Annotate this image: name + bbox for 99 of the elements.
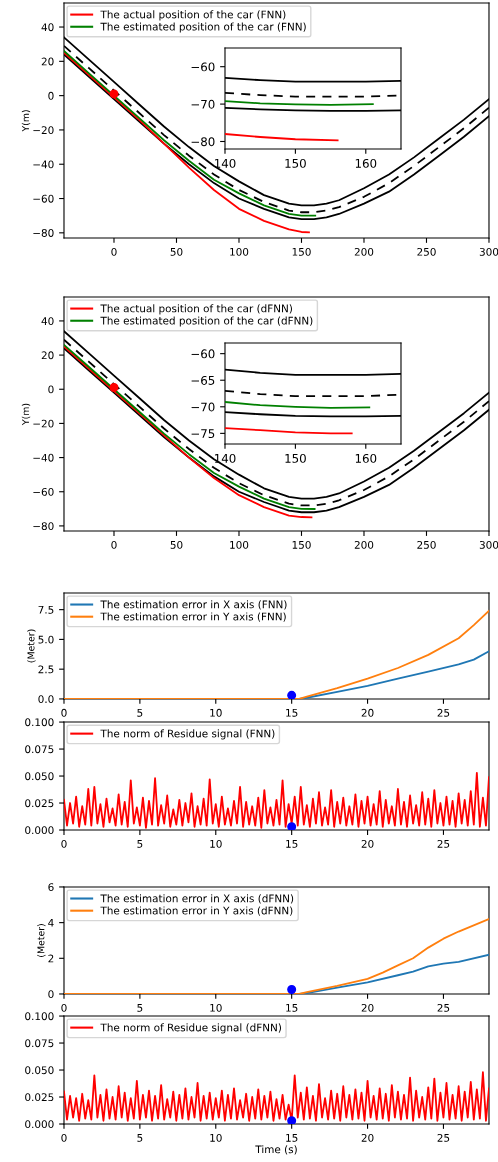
x-axis-title: Time (s) [255, 1145, 297, 1155]
x-tick-label: 25 [437, 1003, 450, 1012]
x-tick-label: 0 [61, 708, 67, 717]
y-tick-label: −65 [191, 375, 215, 385]
x-tick-label: 300 [479, 247, 498, 256]
y-tick-label: −80 [33, 522, 54, 531]
x-tick-label: 5 [137, 1004, 143, 1012]
y-tick-label: 0.075 [25, 745, 54, 754]
y-tick-label: 0.075 [25, 1039, 54, 1048]
x-tick-label: 50 [170, 540, 183, 549]
y-tick-label: 0 [48, 385, 54, 394]
x-tick-label: 140 [215, 158, 236, 168]
x-tick-label: 20 [361, 708, 374, 717]
x-tick-label: 15 [286, 1134, 298, 1142]
legend-label: The norm of Residue signal (FNN) [100, 729, 275, 740]
y-tick-label: −40 [33, 453, 54, 462]
legend-label: The estimated position of the car (dFNN) [100, 316, 313, 327]
x-tick-label: 5 [137, 840, 143, 848]
y-axis-title: (Meter) [27, 629, 36, 663]
x-tick-label: 10 [210, 1133, 222, 1142]
y-tick-label: −20 [33, 126, 54, 135]
x-tick-label: 10 [210, 1003, 222, 1012]
y-tick-label: 4 [48, 918, 54, 927]
y-tick-label: −60 [191, 349, 215, 359]
x-tick-label: 250 [417, 540, 436, 549]
legend-label: The estimation error in Y axis (FNN) [100, 612, 286, 622]
legend-label: The estimated position of the car (FNN) [100, 22, 306, 33]
y-tick-label: 2 [48, 954, 54, 963]
y-axis-title: Y(m) [21, 403, 31, 426]
x-tick-label: 0 [61, 1133, 67, 1142]
x-tick-label: 100 [230, 540, 249, 549]
y-tick-label: 0.000 [25, 1120, 54, 1129]
y-tick-label: 0.050 [25, 1066, 54, 1075]
x-tick-label: 15 [286, 840, 298, 848]
x-tick-label: 25 [437, 839, 450, 848]
x-tick-label: 100 [230, 247, 249, 256]
x-tick-label: 20 [361, 839, 374, 848]
x-tick-label: 20 [361, 1003, 374, 1012]
legend-label: The estimation error in X axis (FNN) [100, 600, 287, 610]
x-tick-label: 150 [285, 158, 306, 168]
y-tick-label: 0.025 [25, 799, 54, 808]
x-tick-label: 50 [170, 247, 183, 256]
x-tick-label: 250 [417, 247, 436, 256]
x-tick-label: 0 [61, 839, 67, 848]
y-tick-label: 5.0 [38, 635, 54, 644]
y-tick-label: −70 [191, 99, 215, 109]
y-tick-label: −60 [191, 62, 215, 72]
x-tick-label: 10 [210, 708, 222, 717]
x-tick-label: 5 [137, 1134, 143, 1142]
y-tick-label: 0.100 [25, 1012, 54, 1021]
legend-label: The actual position of the car (dFNN) [100, 304, 292, 315]
y-tick-label: 20 [41, 351, 54, 360]
y-tick-label: 6 [48, 883, 54, 892]
x-tick-label: 200 [354, 247, 374, 256]
x-tick-label: 160 [355, 453, 377, 463]
x-tick-label: 0 [111, 540, 117, 549]
x-tick-label: 15 [286, 708, 298, 717]
y-tick-label: −60 [33, 194, 54, 203]
y-tick-label: −75 [191, 429, 215, 439]
y-tick-label: −60 [33, 487, 54, 496]
y-tick-label: 2.5 [38, 665, 54, 674]
x-tick-label: 10 [210, 839, 222, 848]
x-tick-label: 5 [137, 708, 143, 717]
y-tick-label: 0 [48, 990, 54, 999]
x-tick-label: 160 [355, 158, 377, 168]
x-tick-label: 25 [437, 1133, 450, 1142]
y-tick-label: −70 [191, 402, 215, 412]
y-axis-title: (Meter) [37, 924, 46, 957]
legend-label: The estimation error in X axis (dFNN) [100, 894, 294, 904]
y-tick-label: 0.100 [25, 718, 54, 727]
y-tick-label: −80 [33, 229, 54, 237]
legend-label: The actual position of the car (FNN) [100, 10, 286, 21]
line-series [225, 133, 339, 142]
y-tick-label: 0.025 [25, 1093, 54, 1102]
x-tick-label: 200 [354, 540, 374, 549]
legend-label: The norm of Residue signal (dFNN) [100, 1023, 281, 1034]
y-axis-title: Y(m) [21, 110, 31, 132]
y-tick-label: 40 [41, 23, 54, 32]
x-tick-label: 0 [61, 1003, 67, 1012]
y-tick-label: −80 [191, 137, 215, 147]
x-tick-label: 20 [361, 1133, 374, 1142]
y-tick-label: 0.0 [38, 695, 54, 704]
x-tick-label: 150 [292, 247, 311, 256]
y-tick-label: 0.000 [25, 826, 54, 835]
y-tick-label: 20 [41, 57, 54, 66]
y-tick-label: −20 [33, 419, 54, 428]
y-tick-label: −40 [33, 160, 54, 169]
x-tick-label: 300 [479, 540, 498, 549]
y-tick-label: 7.5 [38, 606, 54, 614]
y-tick-label: 40 [41, 317, 54, 326]
y-tick-label: 0.050 [25, 772, 54, 781]
legend-label: The estimation error in Y axis (dFNN) [100, 906, 293, 916]
y-tick-label: 0 [48, 91, 54, 100]
x-tick-label: 140 [215, 453, 236, 463]
x-tick-label: 150 [285, 453, 306, 463]
x-tick-label: 150 [292, 540, 311, 549]
x-tick-label: 0 [111, 247, 117, 256]
x-tick-label: 15 [286, 1004, 298, 1012]
x-tick-label: 25 [437, 708, 450, 717]
